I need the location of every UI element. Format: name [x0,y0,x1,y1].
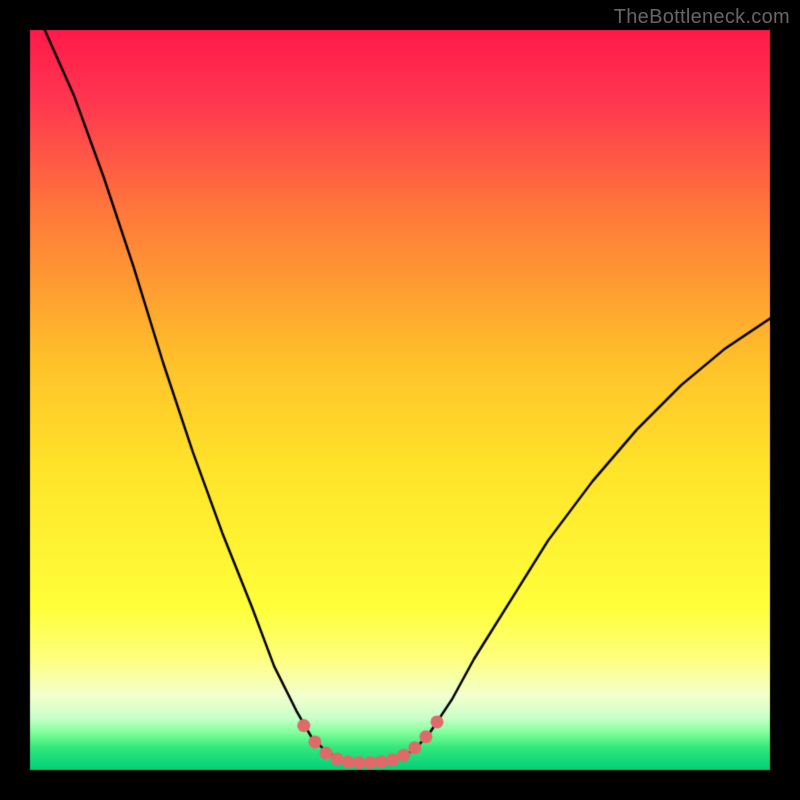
bottleneck-chart [0,0,800,800]
watermark-text: TheBottleneck.com [614,6,790,29]
